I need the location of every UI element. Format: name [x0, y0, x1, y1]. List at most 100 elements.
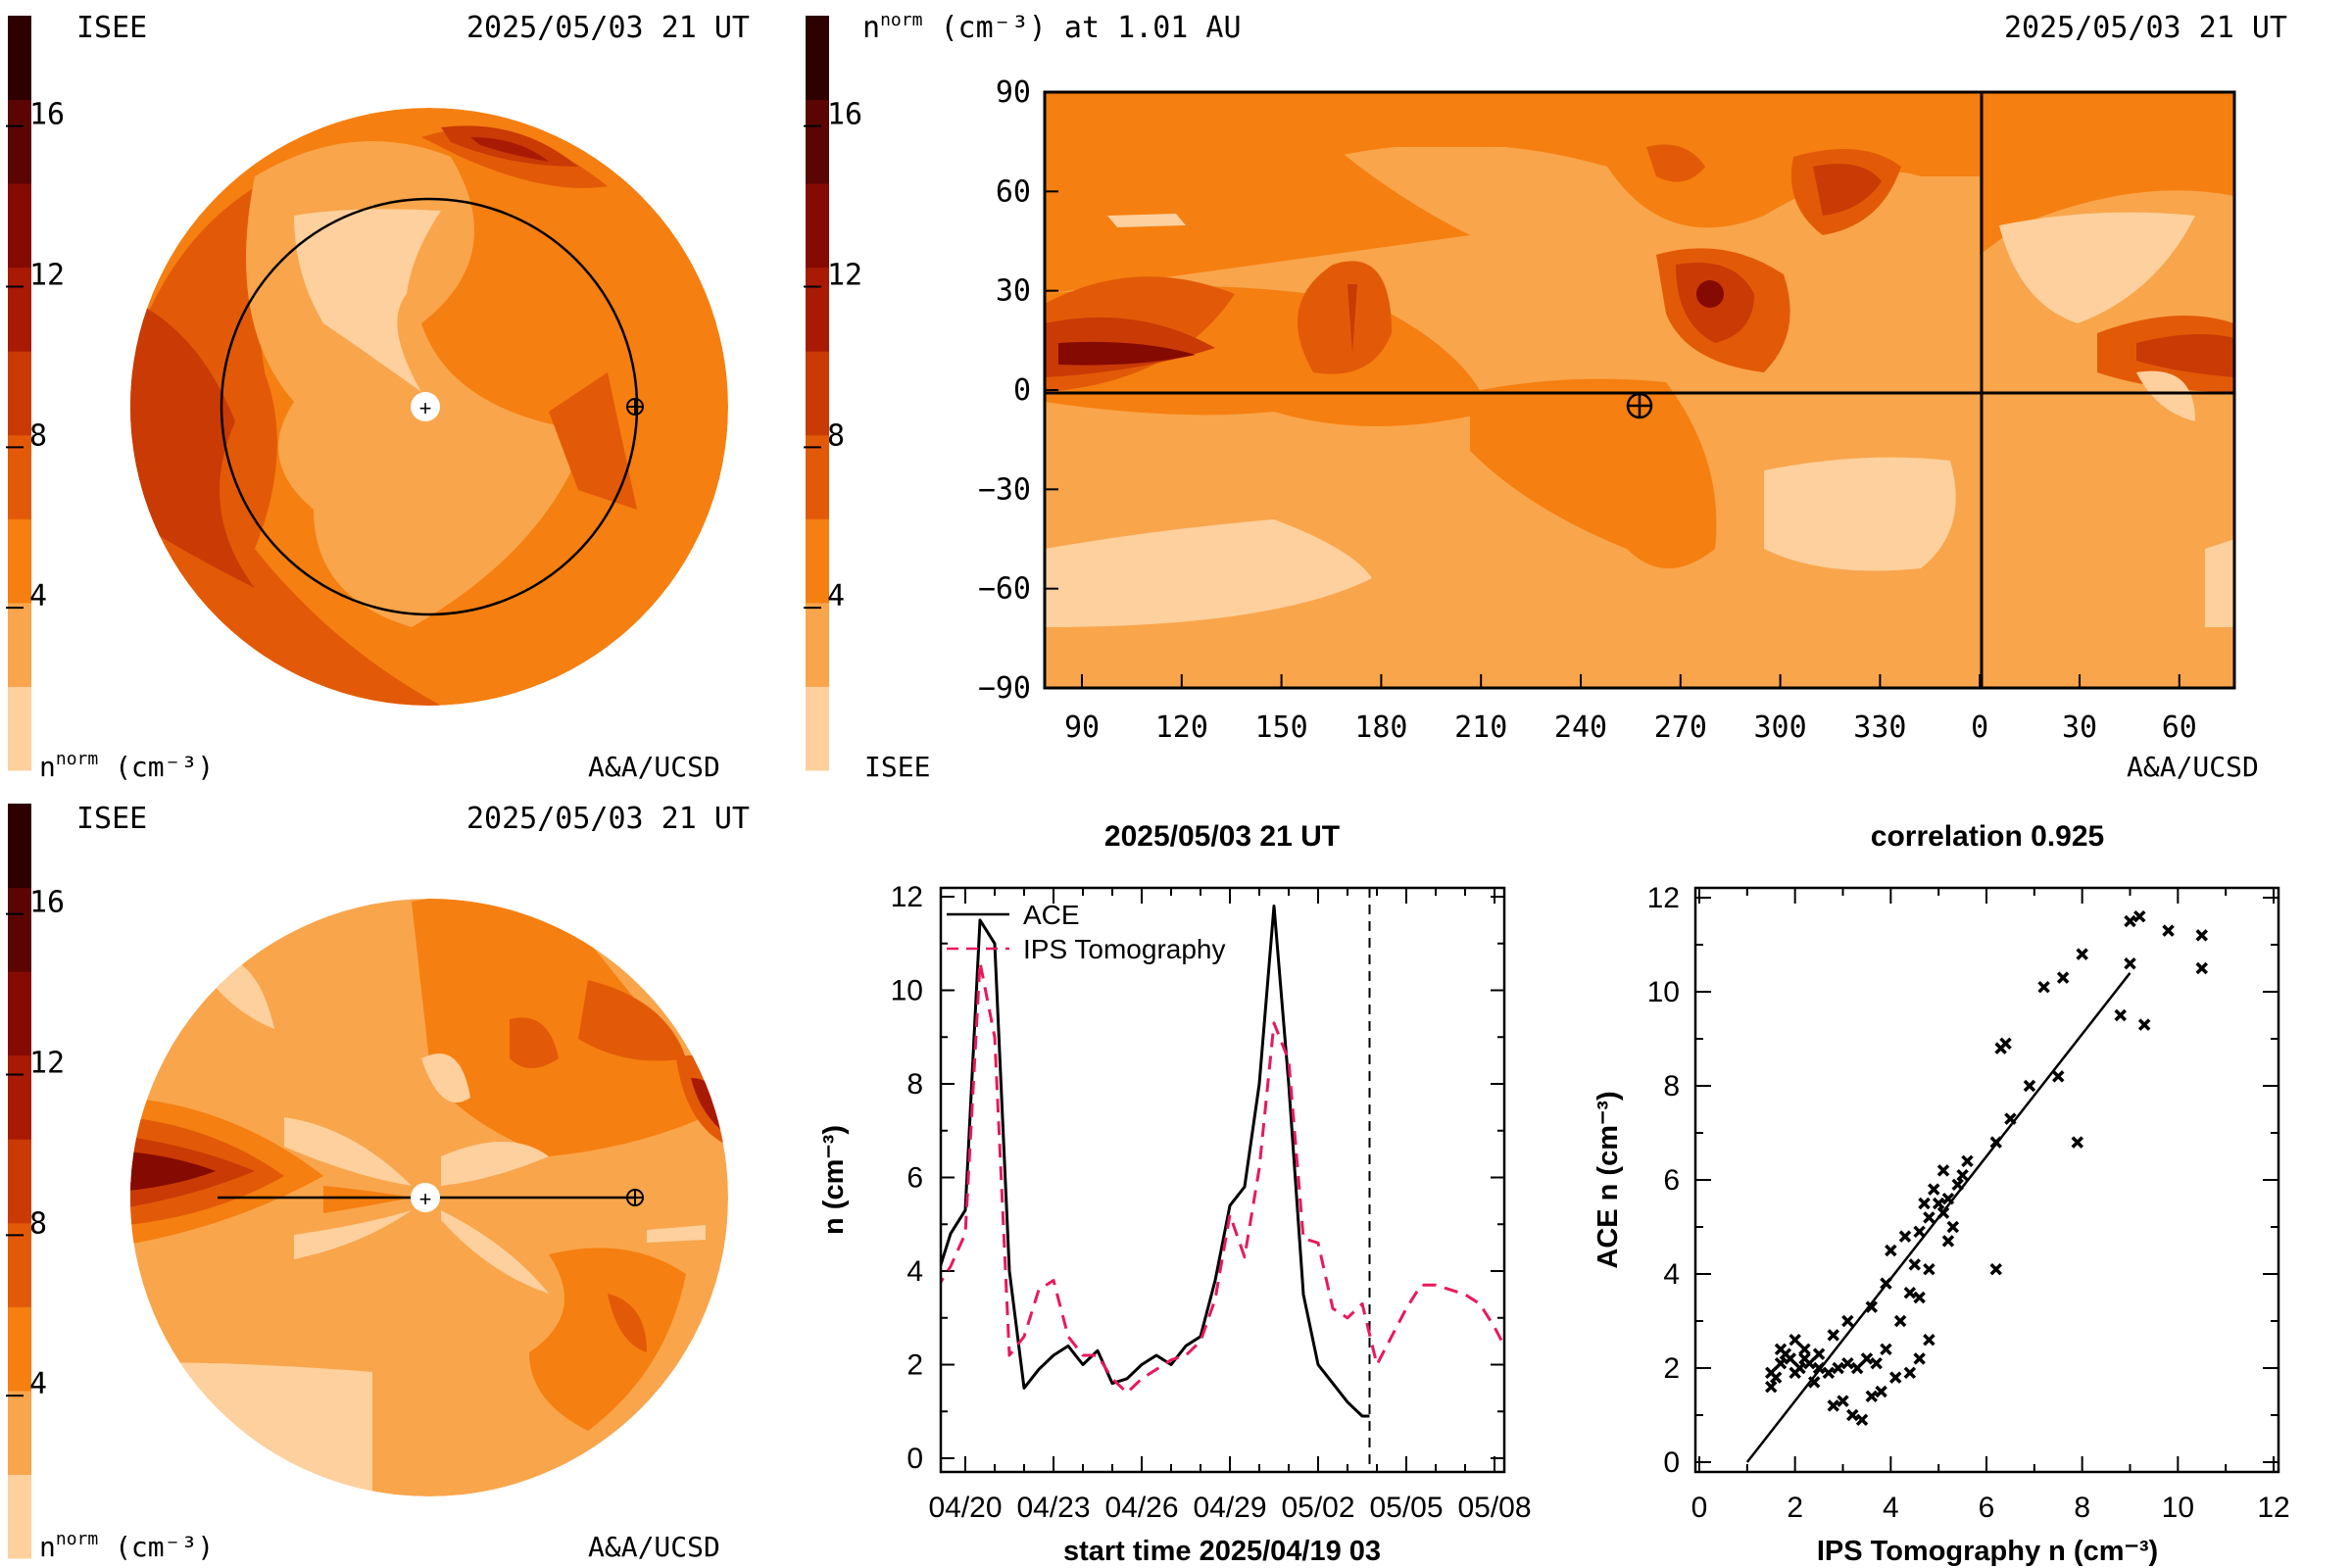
- map-y-tick-label: 0: [1013, 373, 1031, 408]
- colorbar-segment: [806, 99, 829, 184]
- scatter-point: [1913, 1291, 1926, 1304]
- scatter-point: [1793, 1361, 1806, 1375]
- colorbar-tick-label: 4: [29, 1367, 47, 1401]
- panel-time-series: 2025/05/03 21 UT 0 2 4 6 8 10 12 04/20 04/23 04/2…: [818, 820, 1532, 1567]
- scatter-point: [1846, 1408, 1859, 1422]
- credit-label: A&A/UCSD: [2127, 751, 2259, 783]
- y-axis-title: ACE n (cm⁻³): [1592, 1091, 1624, 1268]
- scatter-point: [1898, 1230, 1912, 1243]
- scatter-point: [1936, 1206, 1950, 1219]
- panel-bottom-left: 4 8 12 16 ISEE 2025/05/03 21 UT: [6, 802, 750, 1563]
- date-label: 2025/05/03 21 UT: [466, 11, 750, 45]
- map-title: nnorm (cm⁻³) at 1.01 AU: [862, 10, 1242, 45]
- colorbar-segment: [8, 686, 31, 771]
- x-tick-label: 12: [2257, 1492, 2289, 1524]
- scatter-point: [1865, 1390, 1879, 1403]
- map-x-ticks: 90 120 150 180 210 240 270 300 330 0 30 60: [1064, 674, 2197, 745]
- colorbar-tick-label: 4: [29, 579, 47, 613]
- legend-label-tomography: IPS Tomography: [1023, 934, 1226, 964]
- map-y-tick-label: −90: [978, 671, 1031, 706]
- series-line-tomography: [941, 960, 1504, 1395]
- x-tick-label: 10: [2162, 1492, 2194, 1524]
- scatter-point: [1999, 1037, 2012, 1051]
- scatter-point: [1798, 1352, 1811, 1365]
- scatter-point: [1765, 1366, 1778, 1380]
- scatter-point: [1807, 1376, 1821, 1389]
- colorbar-segment: [806, 602, 829, 687]
- x-tick-label: 4: [1883, 1492, 1899, 1524]
- scatter-point: [1913, 1225, 1926, 1239]
- colorbar-segment: [8, 16, 31, 101]
- colorbar-segment: [8, 602, 31, 687]
- y-tick-label: 6: [906, 1162, 923, 1195]
- scatter-point: [1989, 1262, 2003, 1276]
- scatter-point: [2133, 909, 2146, 923]
- x-tick-label: 05/02: [1281, 1492, 1354, 1524]
- scatter-point: [1923, 1333, 1936, 1347]
- map-y-tick-label: −30: [978, 472, 1031, 507]
- y-tick-label: 12: [1647, 882, 1680, 914]
- scatter-point: [2162, 924, 2175, 937]
- scatter-point: [1932, 1197, 1945, 1210]
- scatter-point: [1928, 1183, 1940, 1196]
- y-tick-label: 0: [906, 1443, 923, 1475]
- chart-title: correlation 0.925: [1871, 820, 2104, 853]
- colorbar-segment: [8, 1054, 31, 1140]
- scatter-point: [1827, 1399, 1839, 1412]
- unit-label: nnorm (cm⁻³): [39, 749, 214, 783]
- x-tick-label: 05/08: [1457, 1492, 1531, 1524]
- scatter-point: [2052, 1070, 2065, 1083]
- credit-label: A&A/UCSD: [588, 1531, 720, 1563]
- scatter-point: [1841, 1314, 1854, 1328]
- scatter-point: [1893, 1314, 1907, 1328]
- y-tick-label: 10: [891, 975, 923, 1007]
- x-tick-label: 04/20: [928, 1492, 1002, 1524]
- scatter-point: [1941, 1235, 1955, 1248]
- scatter-point: [1951, 1178, 1964, 1192]
- legend: ACE IPS Tomography: [947, 900, 1226, 964]
- colorbar-tick-label: 8: [29, 1206, 47, 1241]
- scatter-point: [1880, 1277, 1892, 1290]
- unit-label: nnorm (cm⁻³): [39, 1529, 214, 1563]
- panel-scatter: correlation 0.925 0 2 4 6 8 10 12 0 2 4 6 8 10 12 IPS…: [1592, 820, 2290, 1567]
- scatter-point: [1961, 1154, 1974, 1168]
- colorbar-segment: [806, 518, 829, 604]
- scatter-point: [1888, 1371, 1902, 1384]
- map-x-tick-label: 210: [1454, 710, 1507, 745]
- scatter-point: [1765, 1380, 1778, 1394]
- isee-label: ISEE: [76, 11, 147, 45]
- scatter-point: [1774, 1356, 1788, 1370]
- scatter-point: [2124, 914, 2136, 928]
- map-x-tick-label: 300: [1754, 710, 1807, 745]
- colorbar-tick-label: 12: [827, 259, 862, 293]
- colorbar-segment: [8, 1390, 31, 1475]
- colorbar-tick-label: 16: [29, 98, 65, 132]
- y-tick-label: 4: [1663, 1258, 1680, 1291]
- map-x-tick-label: 60: [2162, 710, 2197, 745]
- colorbar-tick-label: 8: [29, 418, 47, 453]
- map-y-tick-label: 60: [996, 174, 1031, 209]
- scatter-point: [1784, 1352, 1797, 1365]
- colorbar-segment: [8, 1306, 31, 1392]
- colorbar-segment: [806, 183, 829, 269]
- map-y-tick-label: 30: [996, 274, 1031, 309]
- colorbar-segment: [806, 351, 829, 436]
- scatter-point: [1918, 1197, 1931, 1210]
- map-y-ticks: 90 60 30 0 −30 −60 −90: [978, 75, 1058, 706]
- density-disk: [130, 108, 728, 706]
- scatter-point: [1946, 1220, 1960, 1234]
- x-tick-label: 6: [1979, 1492, 1995, 1524]
- map-x-tick-label: 0: [1971, 710, 1988, 745]
- y-tick-label: 4: [906, 1255, 923, 1288]
- earth-marker: [626, 398, 644, 416]
- series-line-ace: [941, 905, 1370, 1418]
- scatter-point: [1850, 1361, 1864, 1375]
- y-tick-label: 2: [906, 1349, 923, 1382]
- scatter-point: [1913, 1352, 1926, 1365]
- colorbar-segment: [8, 887, 31, 972]
- map-y-tick-label: −60: [978, 572, 1031, 607]
- scatter-point: [2023, 1079, 2036, 1093]
- x-tick-label: 04/26: [1104, 1492, 1178, 1524]
- scatter-point: [1812, 1348, 1826, 1360]
